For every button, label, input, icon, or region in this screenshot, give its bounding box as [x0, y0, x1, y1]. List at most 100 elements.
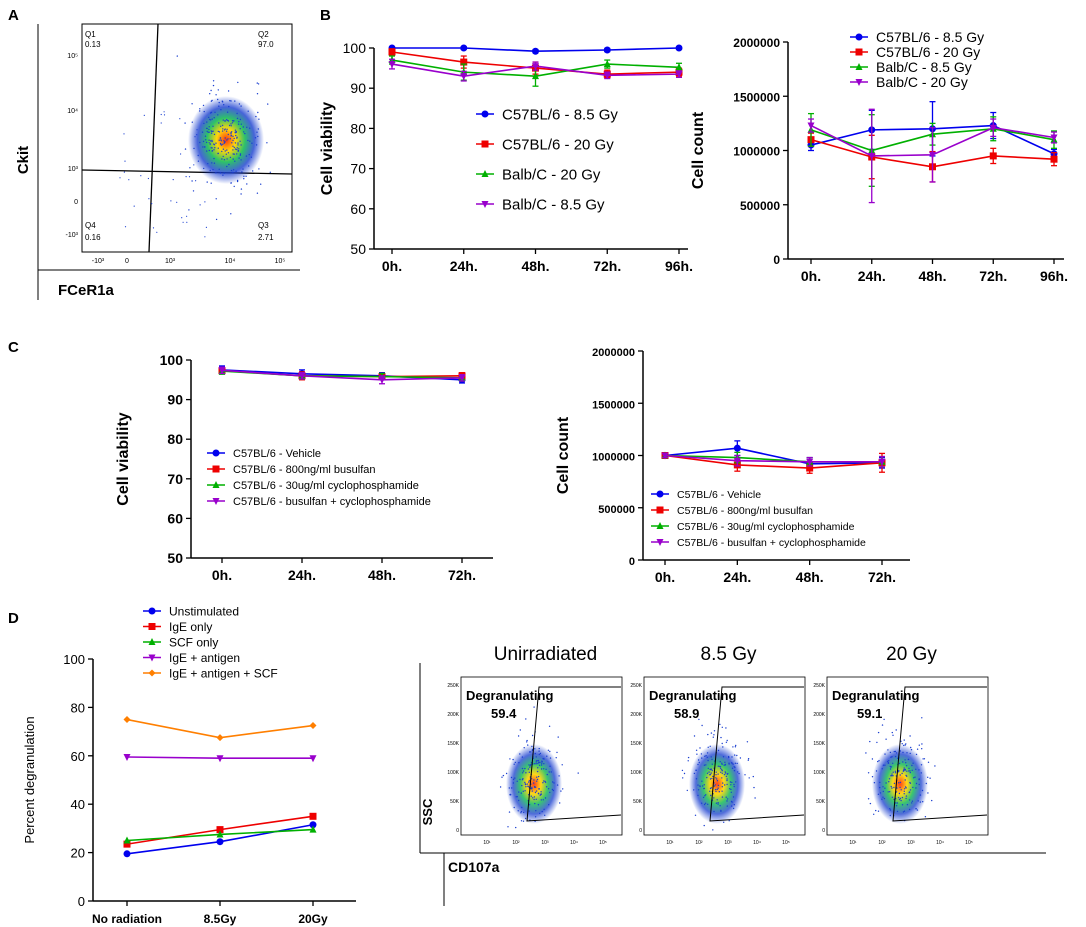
flow-a-event — [211, 99, 213, 102]
flow-event — [535, 790, 538, 792]
series-unstimulated — [123, 821, 317, 858]
flow-a-event — [156, 231, 158, 233]
flow-a-event — [243, 178, 245, 180]
flow-event — [721, 762, 723, 764]
flow-a-event — [225, 119, 228, 121]
flow-event — [934, 765, 936, 767]
flow-event — [697, 784, 699, 786]
flow-a-event — [204, 236, 206, 238]
flow-event — [916, 809, 919, 811]
flow-event — [895, 805, 898, 807]
flow-event — [731, 805, 733, 807]
marker-triangle-down — [458, 374, 466, 382]
flow-event — [518, 791, 520, 793]
flow-a-event — [221, 124, 224, 127]
quadrant-q3-name: Q3 — [258, 221, 269, 230]
flow-a-event — [217, 152, 219, 155]
flow-event — [709, 768, 711, 771]
flow-event — [726, 805, 728, 807]
flow-a-event — [233, 146, 235, 149]
flow-event — [734, 754, 736, 756]
flow-event — [526, 739, 528, 742]
flow-event — [552, 781, 554, 783]
y-tick-label: 70 — [350, 161, 366, 177]
flow-a-event — [257, 135, 259, 138]
flow-a-event — [211, 147, 213, 149]
legend-label: IgE + antigen + SCF — [169, 666, 278, 680]
flow-a-event — [237, 144, 239, 146]
series-scf-only — [123, 825, 317, 844]
flow-a-xlabel: FCeR1a — [58, 282, 115, 299]
flow-event — [509, 793, 512, 796]
flow-event — [735, 781, 737, 783]
flow-event — [888, 781, 890, 783]
flow-event — [887, 762, 890, 764]
flow-a-event — [247, 110, 249, 112]
flow-a-event — [206, 127, 208, 130]
flow-a-event — [254, 137, 257, 139]
flow-event — [543, 780, 545, 782]
flow-event — [929, 777, 931, 779]
flow-event — [746, 741, 749, 743]
quadrant-q1-value: 0.13 — [85, 40, 101, 49]
flow-event — [739, 757, 742, 759]
marker-square — [656, 506, 664, 514]
flow-event — [536, 778, 539, 781]
y-tick-label: 20 — [71, 846, 85, 861]
flow-event — [913, 777, 915, 779]
gate-label: Degranulating — [832, 688, 919, 703]
flow-event — [718, 791, 720, 793]
flow-event — [525, 718, 527, 720]
flow-event — [524, 817, 527, 820]
flow-a-event — [213, 162, 216, 164]
flow-event — [698, 718, 700, 721]
flow-event — [536, 770, 539, 773]
flow-event — [522, 778, 524, 780]
flow-event — [744, 774, 746, 776]
flow-event — [753, 786, 755, 789]
y-tick-label: 60 — [71, 749, 85, 764]
flow-a-event — [233, 185, 235, 188]
flow-a-event — [244, 132, 246, 135]
flow-event — [731, 756, 733, 758]
marker-triangle-down — [309, 755, 317, 763]
flow-event — [712, 829, 714, 831]
flow-event — [701, 780, 703, 782]
flow-a-event — [269, 171, 271, 173]
flow-event — [891, 731, 893, 734]
flow-event — [545, 786, 548, 788]
flow-event — [715, 790, 717, 793]
y-tick-label: 60 — [350, 201, 366, 217]
flow-event — [733, 770, 736, 772]
y-tick-label: 50 — [167, 550, 183, 566]
panel-label-b: B — [320, 7, 331, 24]
flow-event — [717, 784, 720, 787]
flow-event — [514, 777, 516, 779]
flow-event — [903, 744, 905, 747]
flow-event — [729, 781, 732, 783]
flow-event — [922, 801, 924, 803]
flow-a-event — [212, 84, 215, 87]
flow-a-event — [236, 179, 239, 182]
flow-event — [515, 796, 517, 798]
x-tick-label: 96h. — [665, 258, 693, 274]
flow-event — [734, 766, 736, 768]
flow-event — [698, 761, 700, 764]
flow-event — [721, 763, 723, 765]
x-tick-label: 24h. — [288, 567, 316, 583]
flow-a-event — [124, 160, 126, 162]
flow-a-event — [206, 150, 208, 152]
flow-a-event — [240, 159, 242, 161]
flow-event — [894, 770, 897, 772]
y-tick-label: 80 — [71, 700, 85, 715]
flow-event — [734, 746, 737, 748]
y-axis-label: Cell count — [555, 416, 572, 494]
y-tick-label: 50 — [350, 241, 366, 257]
flow-a-event — [214, 111, 216, 114]
x-tick-label: 24h. — [450, 258, 478, 274]
flow-event — [725, 727, 727, 729]
chart-b-count: 0 500000 1000000 1500000 2000000 0h. 24h. 48h. 7… — [690, 29, 1068, 284]
flow-event — [521, 767, 524, 770]
flow-event — [696, 753, 698, 755]
marker-circle — [603, 46, 611, 54]
